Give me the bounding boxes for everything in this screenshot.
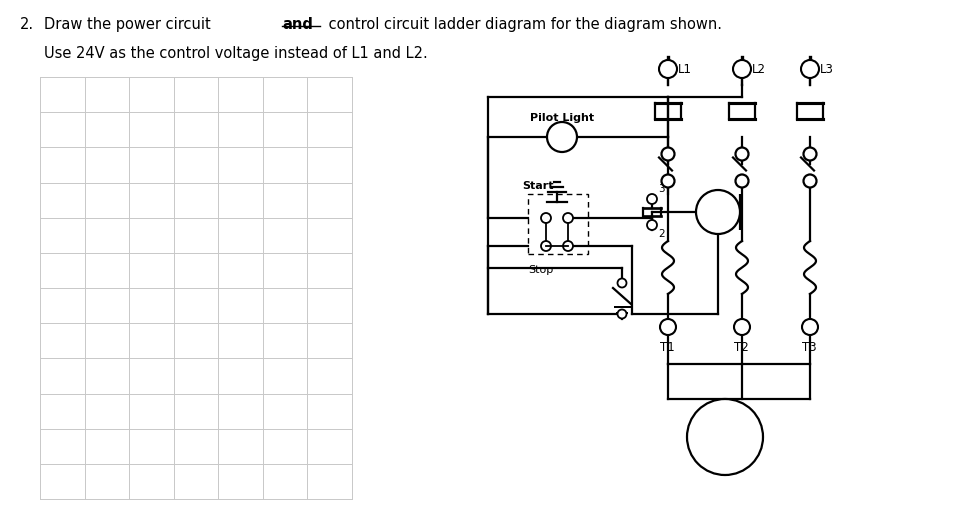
Text: T2: T2 [733,341,748,354]
Circle shape [562,213,573,223]
Text: Use 24V as the control voltage instead of L1 and L2.: Use 24V as the control voltage instead o… [44,46,427,61]
Circle shape [540,213,551,223]
Circle shape [646,194,657,204]
Circle shape [801,319,817,335]
Text: T1: T1 [659,341,674,354]
Circle shape [646,220,657,230]
Circle shape [617,309,626,319]
Text: Motor: Motor [707,430,741,444]
Text: L3: L3 [820,62,833,75]
Circle shape [802,147,816,160]
Text: control circuit ladder diagram for the diagram shown.: control circuit ladder diagram for the d… [324,17,721,32]
Circle shape [540,241,551,251]
Circle shape [562,241,573,251]
Text: Pilot Light: Pilot Light [530,113,594,123]
Circle shape [733,319,749,335]
Text: T3: T3 [801,341,816,354]
Circle shape [660,147,674,160]
Text: Start: Start [521,181,553,191]
Circle shape [660,174,674,187]
Circle shape [659,60,677,78]
Text: L2: L2 [751,62,765,75]
Text: L1: L1 [678,62,691,75]
Text: 3: 3 [658,184,664,194]
Circle shape [735,174,748,187]
Circle shape [686,399,762,475]
Text: R: R [558,132,565,142]
Text: Stop: Stop [527,265,553,275]
Circle shape [546,122,577,152]
Circle shape [802,174,816,187]
Circle shape [617,279,626,288]
Circle shape [659,319,676,335]
Text: Draw the power circuit: Draw the power circuit [44,17,215,32]
Circle shape [696,190,740,234]
Circle shape [732,60,750,78]
Text: 2.: 2. [20,17,34,32]
Circle shape [735,147,748,160]
Text: 2: 2 [658,229,664,239]
Text: and: and [282,17,313,32]
Circle shape [801,60,818,78]
